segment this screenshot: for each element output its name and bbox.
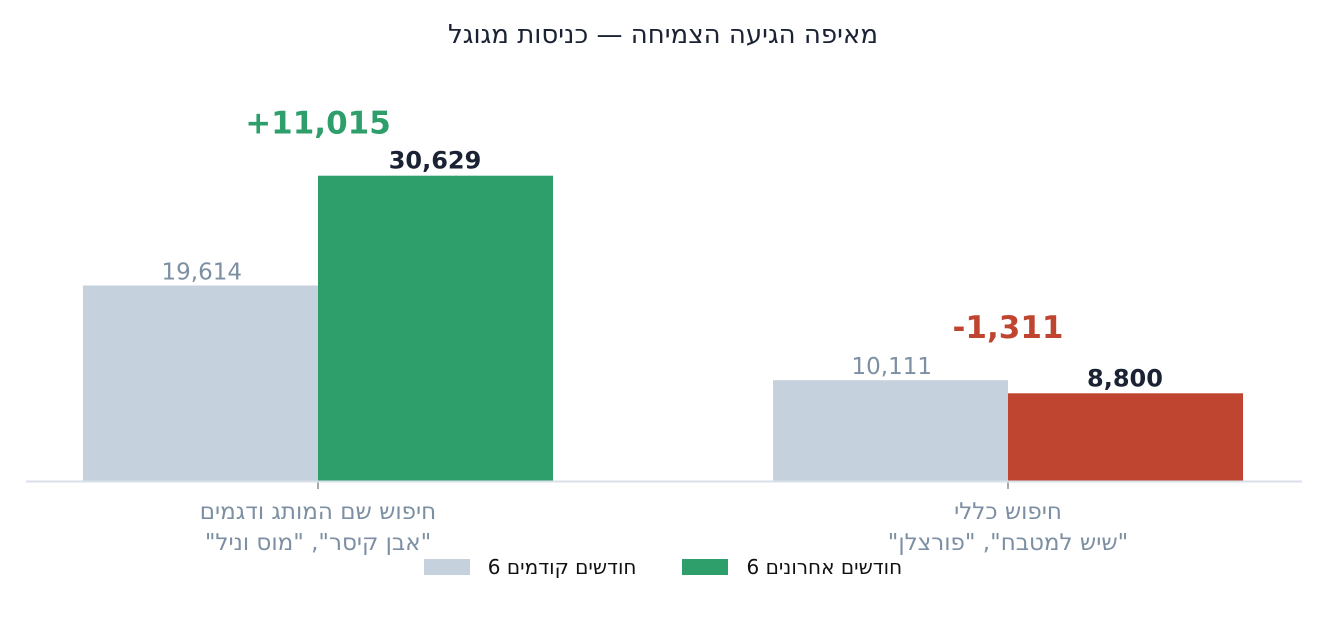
bar-recent-1 xyxy=(1008,393,1243,481)
bar-previous-0 xyxy=(83,285,318,481)
data-label-recent-1: 8,800 xyxy=(1087,364,1163,392)
legend: 6 חודשים קודמים 6 חודשים אחרונים xyxy=(0,555,1326,579)
bar-previous-1 xyxy=(773,380,1008,481)
data-label-recent-0: 30,629 xyxy=(389,147,482,175)
change-label-1: -1,311 xyxy=(953,310,1064,346)
legend-swatch-previous xyxy=(423,559,470,575)
legend-label-previous: 6 חודשים קודמים xyxy=(487,555,637,579)
data-label-previous-1: 10,111 xyxy=(852,354,932,380)
bar-recent-0 xyxy=(318,175,553,481)
change-label-0: +11,015 xyxy=(245,106,391,142)
data-label-previous-0: 19,614 xyxy=(162,259,242,285)
legend-label-recent: 6 חודשים אחרונים xyxy=(746,555,903,579)
legend-item-recent: 6 חודשים אחרונים xyxy=(682,555,902,579)
legend-item-previous: 6 חודשים קודמים xyxy=(423,555,637,579)
x-tick-label-0-0: חיפוש שם המותג ודגמים xyxy=(200,499,436,525)
x-tick-label-1-1: "שיש למטבח", "פורצלן" xyxy=(888,530,1129,556)
x-tick-label-0-1: "אבן קיסר", "מוס וניל" xyxy=(205,530,431,556)
legend-swatch-recent xyxy=(682,559,729,575)
chart-title: מאיפה הגיעה הצמיחה — כניסות מגוגל xyxy=(447,20,878,50)
x-tick-label-1-0: חיפוש כללי xyxy=(954,499,1062,525)
